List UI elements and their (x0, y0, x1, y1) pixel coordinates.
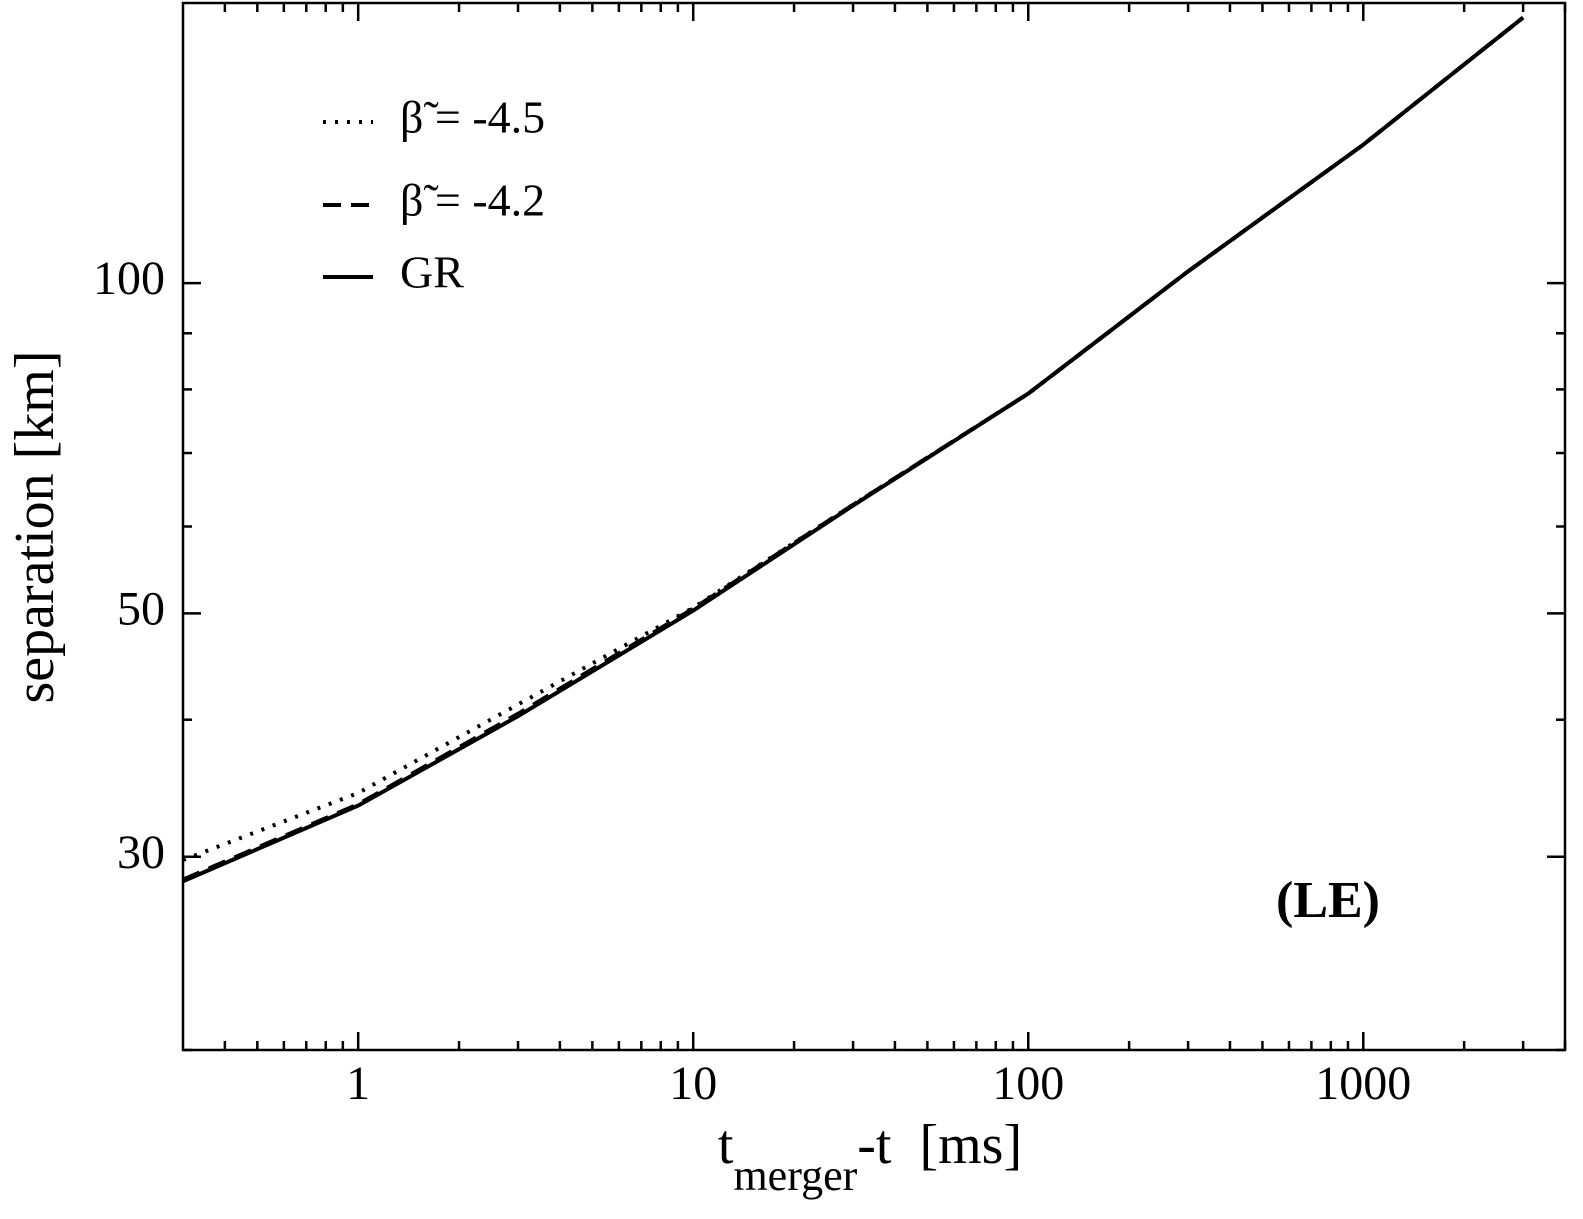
legend-label: β̃ = -4.2 (400, 175, 545, 226)
y-tick-label: 50 (117, 582, 165, 635)
x-label-base: t (718, 1114, 734, 1176)
x-tick-label: 1000 (1315, 1057, 1411, 1110)
series-line (182, 15, 1525, 884)
y-axis-label: separation [km] (4, 351, 66, 704)
series-line (182, 15, 1525, 862)
x-tick-label: 10 (669, 1057, 717, 1110)
x-label-rest: -t [ms] (857, 1114, 1022, 1176)
y-tick-label: 100 (93, 252, 165, 305)
x-tick-label: 1 (346, 1057, 370, 1110)
x-label-subscript: merger (733, 1151, 857, 1200)
x-axis-label: tmerger-t [ms] (718, 1114, 1022, 1200)
y-tick-label: 30 (117, 826, 165, 879)
series-line (182, 15, 1525, 882)
legend-label: GR (400, 247, 464, 298)
annotation: (LE) (1276, 872, 1380, 929)
x-tick-label: 100 (992, 1057, 1064, 1110)
legend-label: β̃ = -4.5 (400, 92, 545, 143)
